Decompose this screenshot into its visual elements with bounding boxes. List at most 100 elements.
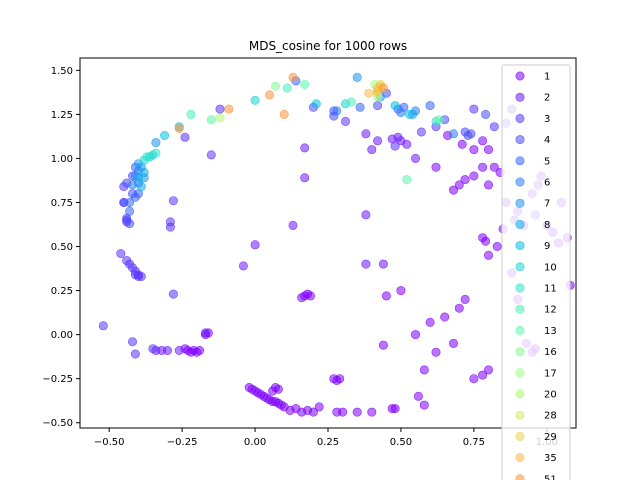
x-tick-label: −0.50 — [94, 437, 125, 448]
point-series-7 — [151, 138, 161, 148]
legend-marker — [515, 389, 525, 399]
y-tick-label: 1.25 — [51, 110, 73, 121]
point-series-3 — [116, 249, 126, 259]
point-series-1 — [308, 407, 318, 417]
point-series-16 — [270, 81, 280, 91]
point-series-5 — [425, 101, 435, 111]
legend-marker — [515, 347, 525, 357]
point-series-6 — [448, 129, 458, 139]
point-series-1 — [469, 145, 479, 155]
point-series-1 — [483, 365, 493, 375]
point-series-10 — [250, 95, 260, 105]
y-tick-label: −0.25 — [42, 374, 73, 385]
point-series-6 — [332, 106, 342, 116]
point-series-1 — [413, 391, 423, 401]
y-tick-label: 0.00 — [51, 330, 73, 341]
point-series-1 — [419, 400, 429, 410]
legend-label: 12 — [544, 305, 557, 316]
point-series-5 — [125, 198, 135, 208]
point-series-1 — [460, 175, 470, 185]
legend-marker — [515, 241, 525, 251]
legend-label: 4 — [544, 135, 550, 146]
point-series-4 — [466, 129, 476, 139]
point-series-1 — [268, 386, 278, 396]
legend-box — [501, 64, 571, 480]
chart-title: MDS_cosine for 1000 rows — [249, 39, 407, 53]
legend-label: 20 — [544, 390, 557, 401]
point-series-9 — [311, 99, 321, 109]
point-series-12 — [282, 83, 292, 93]
legend-label: 7 — [544, 199, 550, 210]
point-series-2 — [300, 173, 310, 183]
point-series-1 — [352, 407, 362, 417]
point-series-1 — [478, 136, 488, 146]
legend-label: 51 — [544, 474, 557, 480]
point-series-3 — [340, 116, 350, 126]
legend-label: 35 — [544, 453, 557, 464]
point-series-2 — [174, 345, 184, 355]
point-series-20 — [215, 113, 225, 123]
point-series-3 — [489, 122, 499, 132]
legend-marker — [515, 262, 525, 272]
point-series-51 — [265, 90, 275, 100]
point-series-3 — [215, 104, 225, 114]
point-series-1 — [338, 407, 348, 417]
point-series-1 — [483, 180, 493, 190]
point-series-1 — [425, 317, 435, 327]
point-series-1 — [448, 338, 458, 348]
point-series-6 — [396, 108, 406, 118]
point-series-2 — [361, 129, 371, 139]
point-series-13 — [402, 175, 412, 185]
y-tick-label: 1.00 — [51, 154, 73, 165]
point-series-1 — [390, 404, 400, 414]
legend-marker — [515, 135, 525, 145]
point-series-1 — [457, 139, 467, 149]
x-tick-label: 0.50 — [390, 437, 412, 448]
legend-label: 29 — [544, 432, 557, 443]
y-axis: −0.50 −0.25 0.00 0.25 0.50 0.75 1.00 1.25 1.50 — [42, 66, 80, 429]
point-series-2 — [288, 220, 298, 230]
point-series-51 — [174, 124, 184, 134]
legend-label: 1 — [544, 72, 550, 83]
point-series-8 — [139, 168, 149, 178]
point-series-1 — [440, 312, 450, 322]
point-series-3 — [130, 349, 140, 359]
point-series-11 — [142, 152, 152, 162]
legend-label: 16 — [544, 347, 557, 358]
point-series-2 — [373, 136, 383, 146]
point-series-1 — [489, 162, 499, 172]
point-series-3 — [98, 321, 108, 331]
legend-marker — [515, 71, 525, 81]
x-tick-label: 0.75 — [463, 437, 485, 448]
point-series-3 — [469, 104, 479, 114]
point-series-1 — [483, 145, 493, 155]
point-series-1 — [478, 162, 488, 172]
point-series-35 — [364, 88, 374, 98]
point-series-1 — [469, 171, 479, 181]
legend-marker — [515, 92, 525, 102]
point-series-9 — [160, 131, 170, 141]
legend-marker — [515, 410, 525, 420]
point-series-51 — [224, 104, 234, 114]
point-series-1 — [410, 330, 420, 340]
point-series-1 — [469, 374, 479, 384]
point-series-2 — [361, 259, 371, 269]
point-series-2 — [300, 143, 310, 153]
point-series-1 — [460, 294, 470, 304]
point-series-5 — [125, 206, 135, 216]
legend-marker — [515, 198, 525, 208]
point-series-3 — [180, 132, 190, 142]
point-series-1 — [367, 407, 377, 417]
point-series-3 — [168, 196, 178, 206]
legend-label: 5 — [544, 156, 550, 167]
legend-label: 6 — [544, 178, 550, 189]
point-series-51 — [288, 72, 298, 82]
point-series-5 — [355, 102, 365, 112]
point-series-1 — [381, 291, 391, 301]
legend-label: 10 — [544, 262, 557, 273]
point-series-1 — [305, 291, 315, 301]
point-series-3 — [148, 344, 158, 354]
legend-label: 28 — [544, 411, 557, 422]
point-series-4 — [481, 109, 491, 119]
